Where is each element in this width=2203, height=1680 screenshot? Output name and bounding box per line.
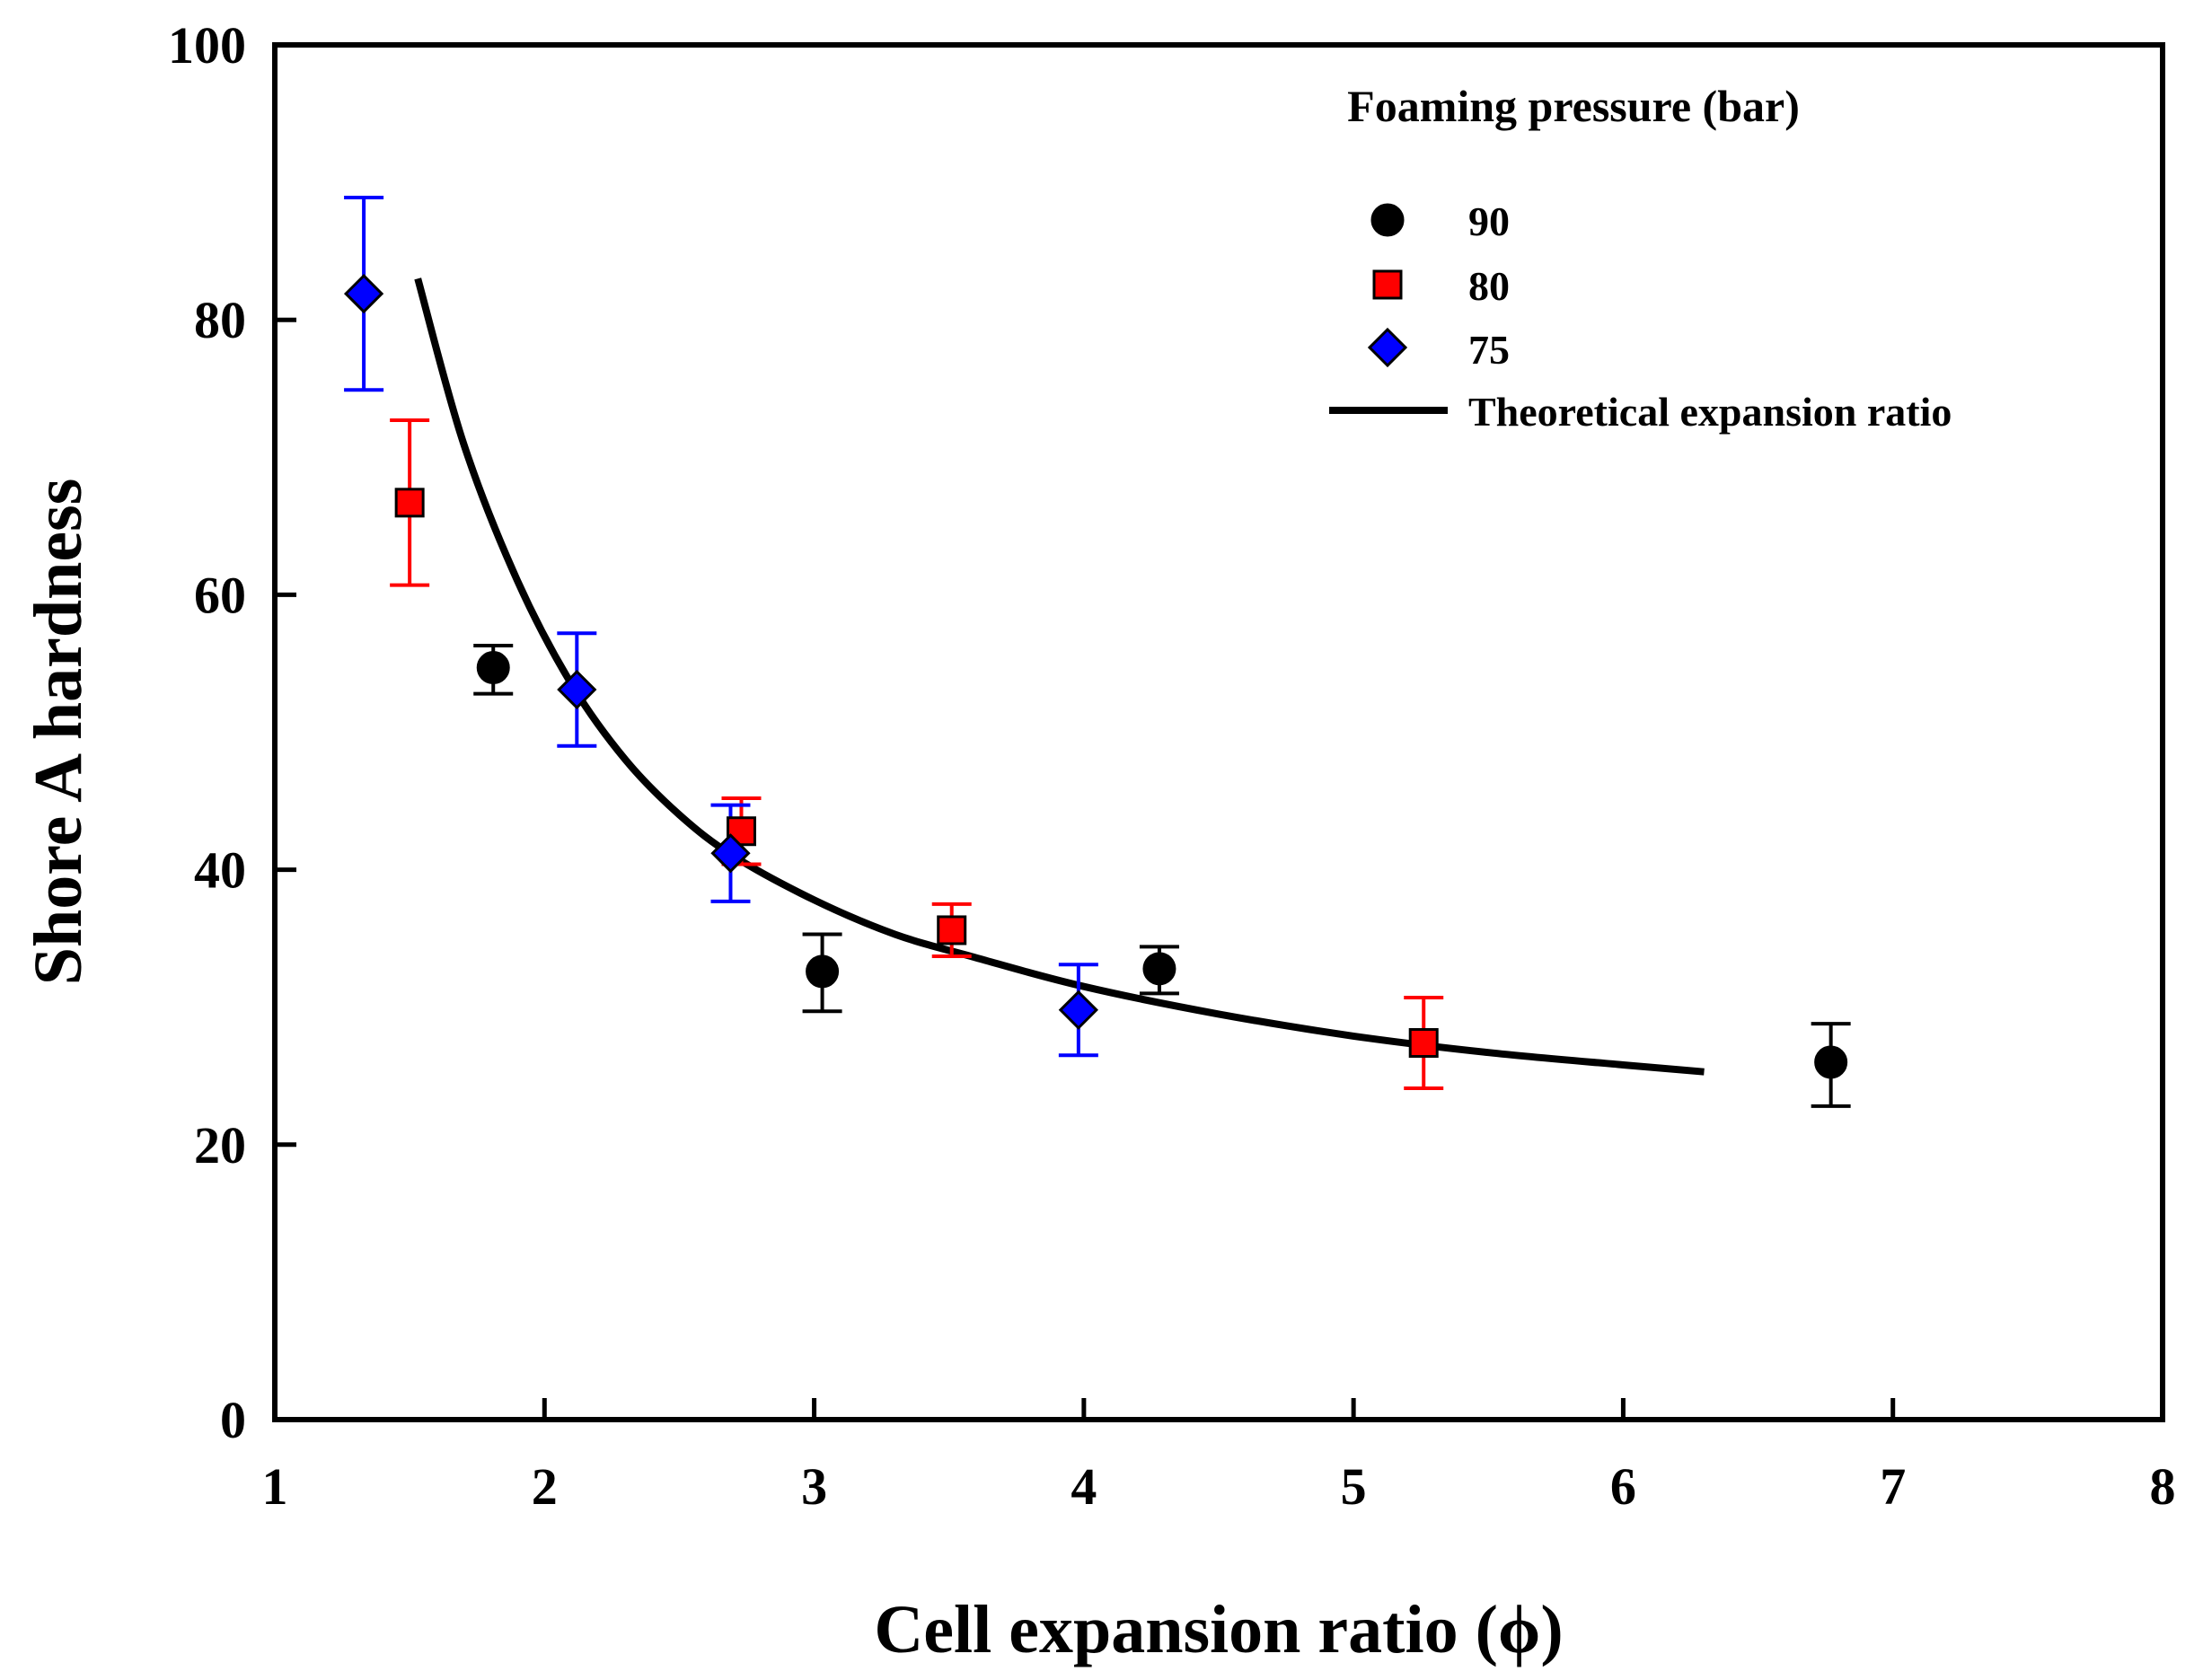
legend-90-label: 90: [1468, 198, 1510, 244]
error-bars-layer: [344, 195, 1851, 1108]
markers-layer: [343, 273, 1848, 1079]
series-75-point: [557, 669, 597, 710]
legend-80-label: 80: [1468, 263, 1510, 309]
series-80-point: [1408, 1028, 1439, 1059]
series-90-point: [1142, 952, 1176, 986]
x-tick-label: 5: [1341, 1457, 1367, 1516]
x-tick-label: 3: [801, 1457, 827, 1516]
x-tick-label: 4: [1071, 1457, 1097, 1516]
series-90-point: [1814, 1045, 1848, 1079]
x-tick-label: 2: [532, 1457, 558, 1516]
y-tick-label: 60: [194, 566, 246, 624]
y-tick-label: 100: [168, 16, 246, 75]
legend-75-label: 75: [1468, 327, 1510, 373]
series-90-point: [806, 954, 840, 989]
x-tick-label: 1: [262, 1457, 288, 1516]
series-90-point: [476, 651, 510, 685]
legend-title: Foaming pressure (bar): [1347, 81, 1800, 131]
y-axis: 0 20 40 60 80 100: [168, 16, 296, 1449]
y-axis-title: Shore A hardness: [21, 479, 96, 986]
legend-theoretical-label: Theoretical expansion ratio: [1468, 389, 1952, 435]
y-tick-label: 40: [194, 841, 246, 900]
x-tick-label: 8: [2150, 1457, 2176, 1516]
series-80-point: [394, 488, 425, 518]
y-tick-label: 80: [194, 291, 246, 349]
legend-80-marker: [1372, 269, 1403, 300]
series-75-point: [710, 833, 751, 874]
legend: Foaming pressure (bar) 90 80 75 Theoreti…: [1329, 81, 1952, 435]
x-tick-label: 6: [1610, 1457, 1636, 1516]
series-75-point: [343, 273, 384, 314]
x-tick-label: 7: [1880, 1457, 1906, 1516]
x-axis-title: Cell expansion ratio (ϕ): [874, 1592, 1563, 1667]
series-80-point: [937, 915, 967, 946]
y-tick-label: 0: [220, 1391, 246, 1449]
legend-75-marker: [1367, 327, 1408, 368]
y-tick-label: 20: [194, 1116, 246, 1174]
series-75-point: [1058, 990, 1098, 1030]
legend-90-marker: [1370, 203, 1405, 237]
x-axis: 1 2 3 4 5 6 7 8: [262, 1398, 2176, 1516]
plot-frame: [272, 42, 2165, 1422]
